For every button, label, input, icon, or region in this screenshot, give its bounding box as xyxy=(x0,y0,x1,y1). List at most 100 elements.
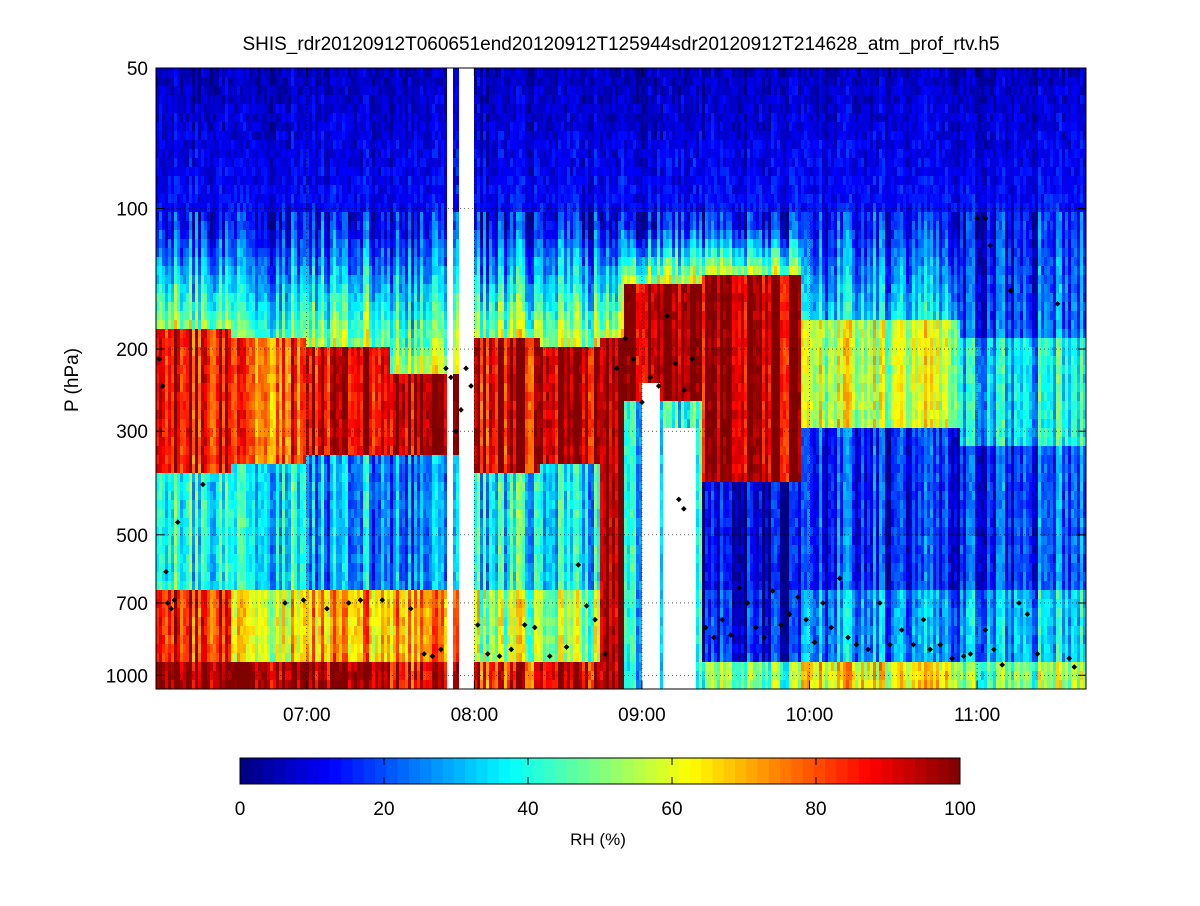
heatmap-cell xyxy=(366,401,369,410)
heatmap-cell xyxy=(159,158,162,167)
heatmap-cell xyxy=(306,302,309,311)
heatmap-cell xyxy=(297,401,300,410)
heatmap-cell xyxy=(180,203,183,212)
heatmap-cell xyxy=(165,554,168,563)
heatmap-cell xyxy=(183,338,186,347)
heatmap-cell xyxy=(174,482,177,491)
heatmap-cell xyxy=(222,185,225,194)
heatmap-cell xyxy=(264,644,267,653)
heatmap-cell xyxy=(201,167,204,176)
heatmap-cell xyxy=(303,464,306,473)
heatmap-cell xyxy=(156,338,159,347)
heatmap-cell xyxy=(210,320,213,329)
heatmap-cell xyxy=(360,563,363,572)
heatmap-cell xyxy=(219,320,222,329)
heatmap-cell xyxy=(273,239,276,248)
heatmap-cell xyxy=(192,509,195,518)
heatmap-cell xyxy=(240,374,243,383)
heatmap-cell xyxy=(291,464,294,473)
heatmap-cell xyxy=(327,221,330,230)
heatmap-cell xyxy=(204,266,207,275)
heatmap-cell xyxy=(192,365,195,374)
heatmap-cell xyxy=(246,356,249,365)
heatmap-cell xyxy=(237,113,240,122)
heatmap-cell xyxy=(198,428,201,437)
heatmap-cell xyxy=(162,320,165,329)
heatmap-cell xyxy=(243,248,246,257)
heatmap-cell xyxy=(300,176,303,185)
heatmap-cell xyxy=(189,464,192,473)
heatmap-cell xyxy=(204,113,207,122)
heatmap-cell xyxy=(297,464,300,473)
heatmap-cell xyxy=(342,140,345,149)
heatmap-cell xyxy=(327,77,330,86)
heatmap-cell xyxy=(303,545,306,554)
heatmap-cell xyxy=(303,680,306,689)
heatmap-cell xyxy=(300,662,303,671)
heatmap-cell xyxy=(198,266,201,275)
heatmap-cell xyxy=(219,644,222,653)
heatmap-cell xyxy=(276,113,279,122)
heatmap-cell xyxy=(282,293,285,302)
heatmap-cell xyxy=(261,392,264,401)
heatmap-cell xyxy=(273,437,276,446)
heatmap-cell xyxy=(276,680,279,689)
heatmap-cell xyxy=(321,563,324,572)
heatmap-cell xyxy=(177,401,180,410)
heatmap-cell xyxy=(171,203,174,212)
heatmap-cell xyxy=(354,509,357,518)
heatmap-cell xyxy=(321,365,324,374)
heatmap-cell xyxy=(333,437,336,446)
heatmap-cell xyxy=(171,311,174,320)
heatmap-cell xyxy=(258,536,261,545)
heatmap-cell xyxy=(219,536,222,545)
heatmap-cell xyxy=(234,320,237,329)
heatmap-cell xyxy=(168,266,171,275)
heatmap-cell xyxy=(165,536,168,545)
heatmap-cell xyxy=(363,563,366,572)
heatmap-cell xyxy=(342,284,345,293)
heatmap-cell xyxy=(171,257,174,266)
heatmap-cell xyxy=(213,536,216,545)
heatmap-cell xyxy=(354,662,357,671)
heatmap-cell xyxy=(186,545,189,554)
heatmap-cell xyxy=(363,572,366,581)
heatmap-cell xyxy=(234,257,237,266)
heatmap-cell xyxy=(237,599,240,608)
heatmap-cell xyxy=(258,95,261,104)
heatmap-cell xyxy=(336,86,339,95)
heatmap-cell xyxy=(246,149,249,158)
heatmap-cell xyxy=(264,347,267,356)
heatmap-cell xyxy=(162,329,165,338)
heatmap-cell xyxy=(246,239,249,248)
heatmap-cell xyxy=(288,482,291,491)
heatmap-cell xyxy=(219,509,222,518)
heatmap-cell xyxy=(321,671,324,680)
heatmap-cell xyxy=(318,383,321,392)
heatmap-cell xyxy=(216,113,219,122)
heatmap-cell xyxy=(228,104,231,113)
heatmap-cell xyxy=(192,599,195,608)
heatmap-cell xyxy=(201,293,204,302)
heatmap-cell xyxy=(264,95,267,104)
heatmap-cell xyxy=(312,527,315,536)
heatmap-cell xyxy=(216,626,219,635)
heatmap-cell xyxy=(162,464,165,473)
heatmap-cell xyxy=(189,329,192,338)
heatmap-cell xyxy=(363,131,366,140)
heatmap-cell xyxy=(336,284,339,293)
heatmap-cell xyxy=(261,212,264,221)
heatmap-cell xyxy=(213,248,216,257)
heatmap-cell xyxy=(240,221,243,230)
heatmap-cell xyxy=(255,212,258,221)
heatmap-cell xyxy=(168,248,171,257)
heatmap-cell xyxy=(345,311,348,320)
heatmap-cell xyxy=(174,419,177,428)
heatmap-cell xyxy=(240,680,243,689)
heatmap-cell xyxy=(171,77,174,86)
heatmap-cell xyxy=(198,671,201,680)
heatmap-cell xyxy=(195,518,198,527)
heatmap-cell xyxy=(369,527,372,536)
heatmap-cell xyxy=(294,635,297,644)
heatmap-cell xyxy=(195,464,198,473)
